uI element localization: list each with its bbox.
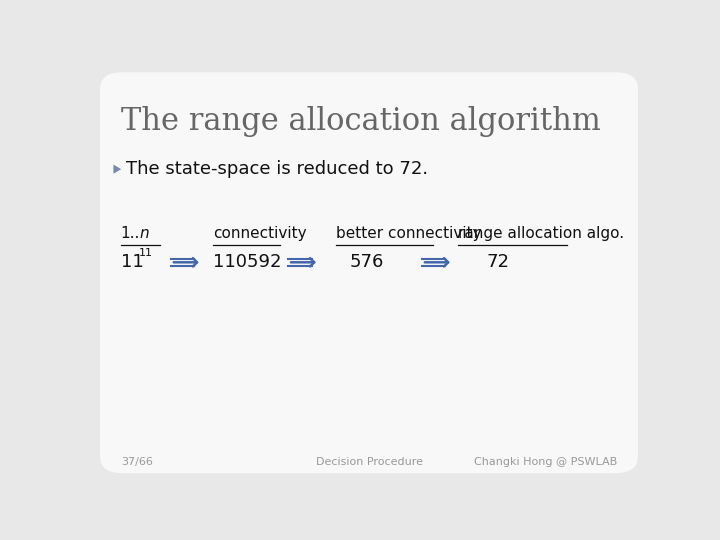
Text: Decision Procedure: Decision Procedure (315, 457, 423, 467)
Text: range allocation algo.: range allocation algo. (459, 226, 624, 241)
Text: 1..: 1.. (121, 226, 140, 241)
Text: 576: 576 (349, 253, 384, 271)
Text: n: n (139, 226, 149, 241)
Text: 72: 72 (486, 253, 509, 271)
Text: The state-space is reduced to 72.: The state-space is reduced to 72. (126, 160, 428, 178)
Text: The range allocation algorithm: The range allocation algorithm (121, 106, 600, 137)
Text: 37/66: 37/66 (121, 457, 153, 467)
Polygon shape (114, 165, 121, 174)
Text: Changki Hong @ PSWLAB: Changki Hong @ PSWLAB (474, 457, 617, 467)
Text: better connectivity: better connectivity (336, 226, 481, 241)
Text: 11: 11 (121, 253, 143, 271)
FancyBboxPatch shape (100, 72, 638, 473)
Text: 11: 11 (138, 248, 153, 258)
Text: 110592: 110592 (213, 253, 282, 271)
Text: connectivity: connectivity (213, 226, 307, 241)
